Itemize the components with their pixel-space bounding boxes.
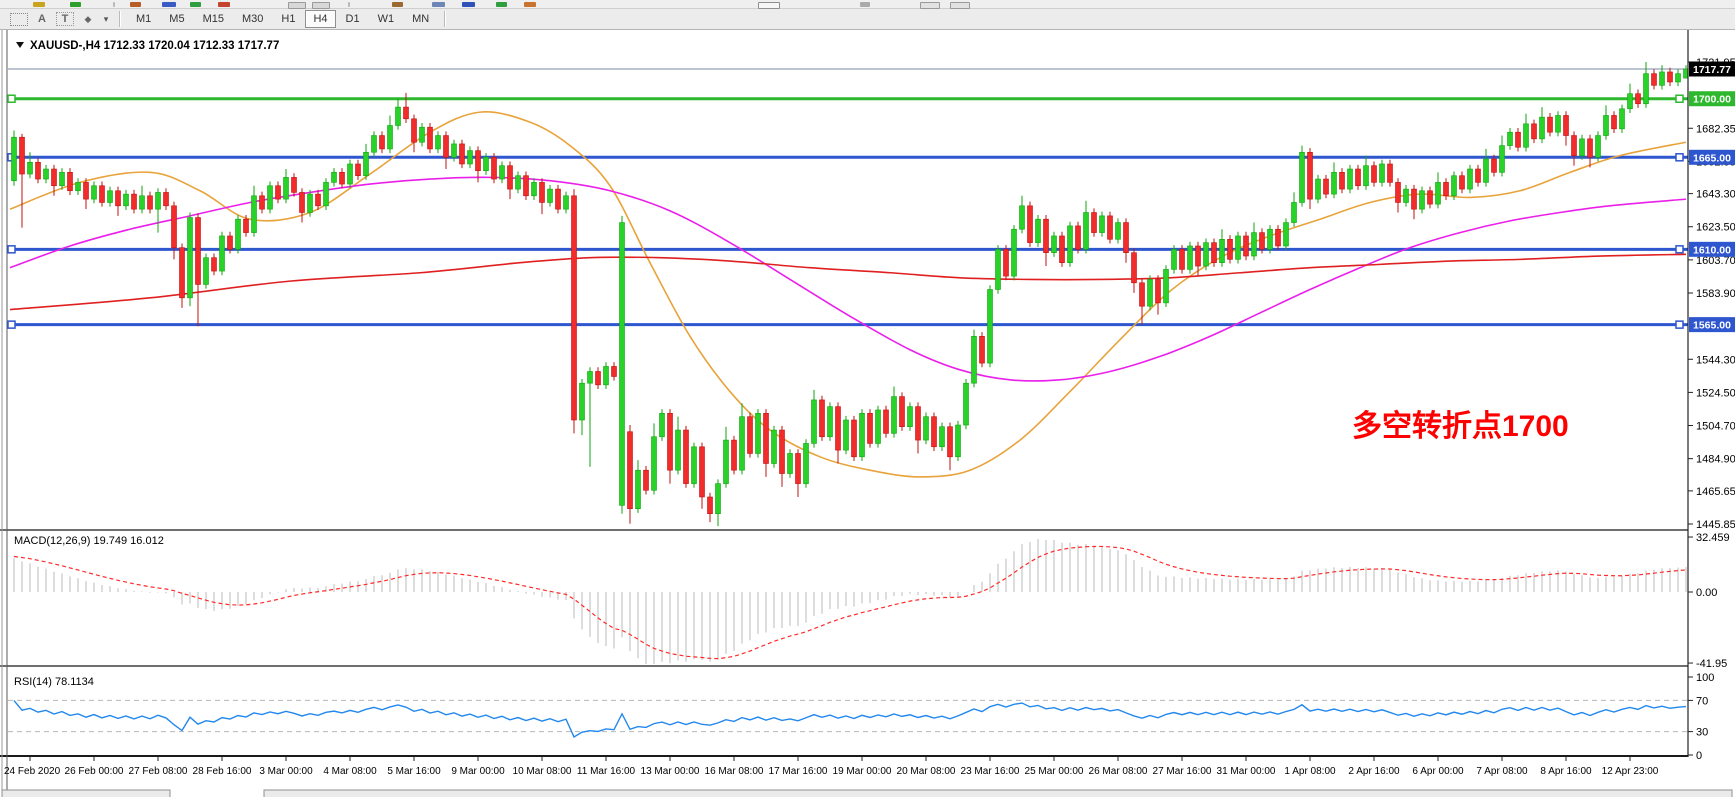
svg-text:27 Mar 16:00: 27 Mar 16:00 [1153, 766, 1212, 777]
svg-text:70: 70 [1696, 695, 1708, 707]
toolbar-fragment-icon [113, 2, 115, 7]
svg-text:3 Mar 00:00: 3 Mar 00:00 [259, 766, 313, 777]
svg-text:25 Mar 00:00: 25 Mar 00:00 [1025, 766, 1084, 777]
toolbar-fragment-icon [950, 2, 970, 9]
tf-button-m30[interactable]: M30 [241, 13, 264, 25]
svg-text:1717.77: 1717.77 [1693, 64, 1731, 76]
svg-text:7 Apr 08:00: 7 Apr 08:00 [1476, 766, 1528, 777]
svg-text:1700.00: 1700.00 [1693, 94, 1731, 106]
text-label-icon[interactable]: A [38, 13, 46, 25]
svg-text:19 Mar 00:00: 19 Mar 00:00 [833, 766, 892, 777]
svg-text:1445.85: 1445.85 [1696, 519, 1735, 531]
tf-button-mn[interactable]: MN [412, 13, 430, 25]
svg-text:1484.90: 1484.90 [1696, 454, 1735, 466]
chart-area[interactable]: 1721.951682.351662.551643.301623.501603.… [0, 30, 1735, 797]
toolbar-fragment-icon [462, 2, 475, 7]
toolbar-fragment-icon [190, 2, 201, 7]
tf-button-m5[interactable]: M5 [169, 13, 185, 25]
chart-toolbar: A T ◆ ▾ M1 M5 M15 M30 H1 H4 D1 W1 MN [0, 9, 1735, 30]
svg-text:-41.95: -41.95 [1696, 658, 1727, 670]
toolbar-fragment-icon [758, 2, 780, 9]
svg-text:30: 30 [1696, 727, 1708, 739]
svg-text:1603.70: 1603.70 [1696, 255, 1735, 267]
svg-text:26 Mar 08:00: 26 Mar 08:00 [1089, 766, 1148, 777]
svg-text:26 Feb 00:00: 26 Feb 00:00 [65, 766, 124, 777]
svg-text:31 Mar 00:00: 31 Mar 00:00 [1217, 766, 1276, 777]
toolbar-fragment-icon [288, 2, 306, 9]
tf-button-h4[interactable]: H4 [305, 10, 336, 28]
tf-button-m1[interactable]: M1 [136, 13, 152, 25]
toolbar-fragment-icon [432, 2, 445, 7]
toolbar-fragment-icon [218, 2, 230, 7]
svg-text:1623.50: 1623.50 [1696, 222, 1735, 234]
svg-text:1524.50: 1524.50 [1696, 387, 1735, 399]
toolbar-fragment-icon [524, 2, 536, 7]
svg-text:16 Mar 08:00: 16 Mar 08:00 [705, 766, 764, 777]
top-toolbar-partial [0, 0, 1735, 9]
svg-text:10 Mar 08:00: 10 Mar 08:00 [513, 766, 572, 777]
svg-text:4 Mar 08:00: 4 Mar 08:00 [323, 766, 377, 777]
svg-text:0.00: 0.00 [1696, 587, 1717, 599]
text-box-icon[interactable]: T [56, 12, 74, 26]
svg-text:1504.70: 1504.70 [1696, 421, 1735, 433]
toolbar-fragment-icon [33, 2, 45, 7]
toolbar-fragment-icon [496, 2, 507, 7]
svg-text:5 Mar 16:00: 5 Mar 16:00 [387, 766, 441, 777]
svg-text:100: 100 [1696, 672, 1714, 684]
dropdown-caret-icon[interactable]: ▾ [103, 13, 109, 24]
svg-text:13 Mar 00:00: 13 Mar 00:00 [641, 766, 700, 777]
svg-text:1610.00: 1610.00 [1693, 244, 1731, 256]
svg-text:MACD(12,26,9) 19.749 16.012: MACD(12,26,9) 19.749 16.012 [14, 535, 164, 547]
tf-button-w1[interactable]: W1 [377, 13, 395, 25]
svg-text:17 Mar 16:00: 17 Mar 16:00 [769, 766, 828, 777]
svg-text:0: 0 [1696, 750, 1702, 762]
toolbar-fragment-icon [70, 2, 81, 7]
svg-text:1643.30: 1643.30 [1696, 189, 1735, 201]
tf-button-d1[interactable]: D1 [345, 13, 360, 25]
svg-text:1544.30: 1544.30 [1696, 354, 1735, 366]
toolbar-fragment-icon [860, 2, 870, 7]
crosshair-tool-icon[interactable]: ◆ [84, 13, 92, 24]
toolbar-fragment-icon [162, 2, 176, 7]
svg-text:1583.90: 1583.90 [1696, 288, 1735, 300]
svg-text:RSI(14) 78.1134: RSI(14) 78.1134 [14, 676, 94, 688]
svg-text:24 Feb 2020: 24 Feb 2020 [4, 766, 61, 777]
svg-text:1665.00: 1665.00 [1693, 152, 1731, 164]
tf-button-h1[interactable]: H1 [281, 13, 296, 25]
svg-text:11 Mar 16:00: 11 Mar 16:00 [577, 766, 636, 777]
svg-text:8 Apr 16:00: 8 Apr 16:00 [1540, 766, 1592, 777]
svg-text:9 Mar 00:00: 9 Mar 00:00 [451, 766, 505, 777]
svg-text:2 Apr 16:00: 2 Apr 16:00 [1348, 766, 1400, 777]
svg-text:12 Apr 23:00: 12 Apr 23:00 [1602, 766, 1659, 777]
toolbar-fragment-icon [920, 2, 940, 9]
toolbar-fragment-icon [312, 2, 330, 9]
svg-text:多空转折点1700: 多空转折点1700 [1352, 410, 1569, 443]
svg-text:1 Apr 08:00: 1 Apr 08:00 [1284, 766, 1336, 777]
toolbar-fragment-icon [392, 2, 403, 7]
toolbar-separator [444, 11, 447, 27]
svg-text:XAUUSD-,H4 1712.33 1720.04 17: XAUUSD-,H4 1712.33 1720.04 1712.33 1717.… [30, 40, 279, 52]
svg-text:6 Apr 00:00: 6 Apr 00:00 [1412, 766, 1464, 777]
svg-text:27 Feb 08:00: 27 Feb 08:00 [129, 766, 188, 777]
toolbar-fragment-icon [348, 2, 350, 7]
svg-text:1465.65: 1465.65 [1696, 486, 1735, 498]
svg-text:1565.00: 1565.00 [1693, 320, 1731, 332]
svg-text:32.459: 32.459 [1696, 532, 1730, 544]
svg-text:28 Feb 16:00: 28 Feb 16:00 [193, 766, 252, 777]
chart-canvas[interactable]: 1721.951682.351662.551643.301623.501603.… [0, 30, 1735, 797]
tf-button-m15[interactable]: M15 [202, 13, 224, 25]
svg-text:23 Mar 16:00: 23 Mar 16:00 [961, 766, 1020, 777]
svg-text:1682.35: 1682.35 [1696, 123, 1735, 135]
svg-text:20 Mar 08:00: 20 Mar 08:00 [897, 766, 956, 777]
toolbar-fragment-icon [130, 2, 141, 7]
toolbar-separator [119, 11, 121, 27]
indicator-frame-icon[interactable] [10, 12, 28, 26]
